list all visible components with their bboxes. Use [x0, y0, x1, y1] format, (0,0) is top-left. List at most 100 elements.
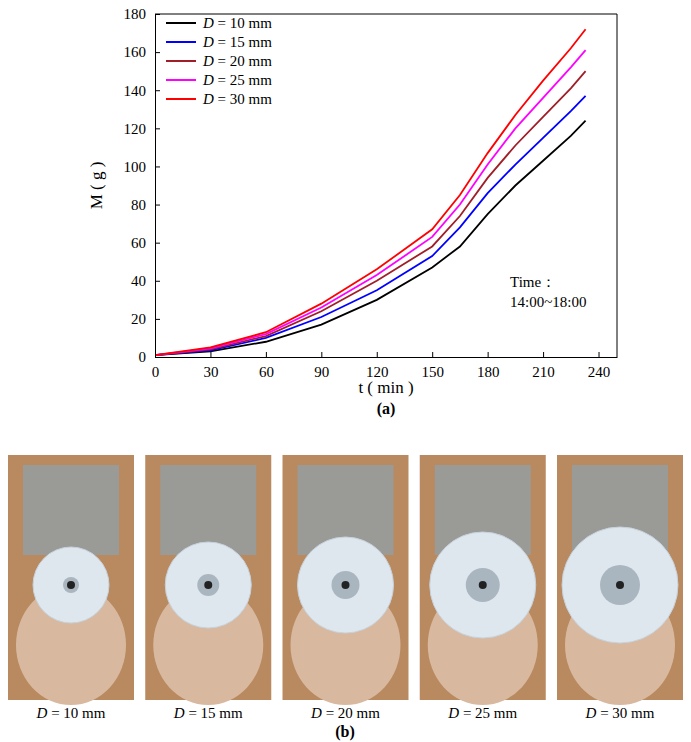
photo-hole	[616, 581, 624, 589]
x-tick-label: 150	[421, 364, 444, 380]
photo-plate	[600, 565, 640, 605]
y-tick-mark	[155, 128, 160, 129]
photo	[557, 455, 683, 705]
panel-label: (a)	[377, 400, 396, 418]
y-tick: 0	[139, 349, 161, 365]
x-tick-label: 60	[259, 364, 274, 380]
x-tick-mark	[210, 352, 211, 357]
annotation: 14:00~18:00	[510, 294, 586, 310]
photo-plate	[197, 574, 219, 596]
photo-plate	[63, 577, 79, 593]
x-tick-mark	[377, 352, 378, 357]
legend-swatch	[166, 98, 196, 100]
legend-label: D = 20 mm	[202, 53, 272, 69]
label-part: D	[36, 705, 48, 721]
series-line	[155, 71, 586, 355]
legend-swatch	[166, 41, 196, 43]
y-tick-label: 140	[124, 83, 147, 99]
x-tick: 60	[259, 352, 274, 380]
x-tick: 180	[477, 352, 500, 380]
y-tick-mark	[155, 90, 160, 91]
series-line	[155, 50, 586, 355]
y-tick-mark	[155, 243, 160, 244]
x-axis-title: t ( min )	[358, 378, 413, 397]
label-part: D	[310, 705, 322, 721]
photo-ice	[33, 547, 109, 623]
y-tick-label: 20	[131, 311, 146, 327]
x-tick: 150	[421, 352, 444, 380]
label-part: = 30 mm	[214, 91, 272, 107]
y-tick: 40	[131, 273, 160, 289]
legend-label: D = 15 mm	[202, 34, 272, 50]
photo	[145, 455, 271, 705]
series-line	[155, 29, 586, 355]
legend-label: D = 10 mm	[202, 15, 272, 31]
photo-caption: D = 15 mm	[173, 705, 243, 721]
x-axis-line	[156, 357, 618, 358]
y-tick: 20	[131, 311, 160, 327]
x-tick-label: 240	[588, 364, 611, 380]
x-tick: 240	[588, 352, 611, 380]
label-part: D	[202, 72, 214, 88]
x-tick-mark	[432, 352, 433, 357]
y-tick-mark	[155, 205, 160, 206]
x-tick-label: 210	[532, 364, 555, 380]
photo	[283, 455, 409, 705]
y-tick: 140	[124, 83, 161, 99]
photo-ice	[298, 537, 394, 633]
photo	[420, 455, 546, 705]
y-tick-label: 80	[131, 197, 146, 213]
photo-caption: D = 10 mm	[36, 705, 106, 721]
x-tick-mark	[321, 352, 322, 357]
x-tick-mark	[266, 352, 267, 357]
label-part: = 10 mm	[47, 705, 105, 721]
y-tick-mark	[155, 166, 160, 167]
x-tick-label: 0	[152, 364, 160, 380]
photo-hole	[67, 581, 75, 589]
y-axis-title: M ( g )	[87, 162, 106, 210]
photo-ice	[430, 532, 536, 638]
y-tick-mark	[155, 281, 160, 282]
label-part: D	[202, 34, 214, 50]
photo-hole	[204, 581, 212, 589]
photo-block	[23, 465, 119, 555]
label-part: = 30 mm	[596, 705, 654, 721]
y-tick: 100	[124, 159, 161, 175]
y-axis-line	[155, 15, 156, 358]
photo-plate	[466, 568, 500, 602]
label-part: = 10 mm	[214, 15, 272, 31]
panel-label: (b)	[335, 723, 355, 741]
label-part: D	[202, 15, 214, 31]
y-tick: 160	[124, 44, 161, 60]
label-part: = 20 mm	[322, 705, 380, 721]
x-tick-label: 90	[314, 364, 329, 380]
series-line	[155, 121, 586, 355]
frame-right	[617, 14, 618, 357]
label-part: D	[447, 705, 459, 721]
x-tick: 210	[532, 352, 555, 380]
label-part: D	[585, 705, 597, 721]
annotation: Time：	[510, 274, 556, 290]
y-tick: 80	[131, 197, 160, 213]
y-tick-label: 100	[124, 159, 147, 175]
x-tick: 120	[366, 352, 389, 380]
photo-ice	[562, 527, 678, 643]
y-axis: 0 20 40 60 80 100 120 140 160 180	[124, 6, 161, 365]
legend: D = 10 mmD = 15 mmD = 20 mmD = 25 mmD = …	[166, 15, 272, 107]
label-part: = 20 mm	[214, 53, 272, 69]
x-tick-mark	[543, 352, 544, 357]
x-tick: 30	[203, 352, 218, 380]
y-tick-mark	[155, 319, 160, 320]
label-part: D	[202, 91, 214, 107]
y-tick-mark	[155, 357, 160, 358]
label-part: D	[173, 705, 185, 721]
photo-hole	[479, 581, 487, 589]
y-tick: 180	[124, 6, 161, 22]
y-tick: 60	[131, 235, 160, 251]
y-tick-label: 120	[124, 121, 147, 137]
y-tick-label: 0	[139, 349, 147, 365]
legend-label: D = 30 mm	[202, 91, 272, 107]
y-tick-label: 180	[124, 6, 147, 22]
x-tick: 90	[314, 352, 329, 380]
label-part: = 25 mm	[459, 705, 517, 721]
